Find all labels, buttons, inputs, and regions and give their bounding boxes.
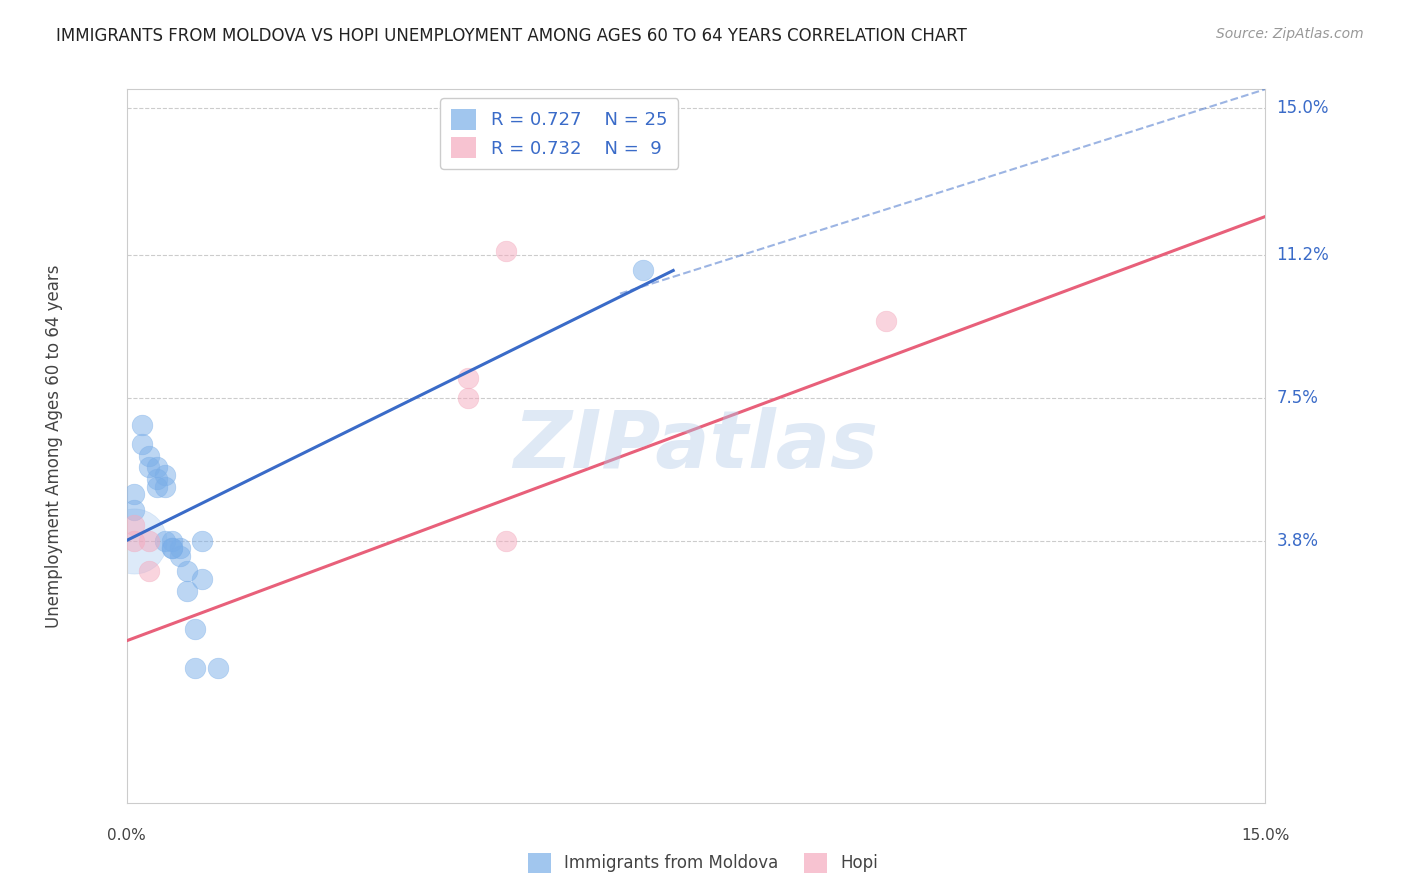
- Point: [191, 533, 214, 548]
- Legend: R = 0.727    N = 25, R = 0.732    N =  9: R = 0.727 N = 25, R = 0.732 N = 9: [440, 98, 678, 169]
- Text: 0.0%: 0.0%: [107, 828, 146, 843]
- Point: [176, 565, 198, 579]
- Point: [160, 533, 183, 548]
- Point: [495, 244, 517, 259]
- Point: [138, 565, 160, 579]
- Point: [160, 541, 183, 556]
- Point: [131, 417, 153, 432]
- Text: 3.8%: 3.8%: [1277, 532, 1319, 549]
- Point: [122, 487, 145, 501]
- Point: [146, 472, 169, 486]
- Point: [184, 622, 207, 636]
- Point: [146, 479, 169, 493]
- Point: [160, 541, 183, 556]
- Point: [631, 263, 654, 277]
- Text: 15.0%: 15.0%: [1277, 100, 1329, 118]
- Point: [122, 533, 145, 548]
- Point: [122, 533, 145, 548]
- Point: [131, 437, 153, 451]
- Point: [495, 533, 517, 548]
- Point: [122, 502, 145, 516]
- Point: [153, 467, 176, 482]
- Text: 7.5%: 7.5%: [1277, 389, 1319, 407]
- Point: [153, 533, 176, 548]
- Point: [207, 661, 229, 675]
- Text: 11.2%: 11.2%: [1277, 246, 1329, 264]
- Point: [457, 391, 479, 405]
- Point: [122, 518, 145, 533]
- Point: [457, 371, 479, 385]
- Point: [146, 460, 169, 475]
- Point: [138, 460, 160, 475]
- Point: [184, 661, 207, 675]
- Legend: Immigrants from Moldova, Hopi: Immigrants from Moldova, Hopi: [522, 847, 884, 880]
- Text: ZIPatlas: ZIPatlas: [513, 407, 879, 485]
- Point: [191, 572, 214, 586]
- Point: [138, 533, 160, 548]
- Text: IMMIGRANTS FROM MOLDOVA VS HOPI UNEMPLOYMENT AMONG AGES 60 TO 64 YEARS CORRELATI: IMMIGRANTS FROM MOLDOVA VS HOPI UNEMPLOY…: [56, 27, 967, 45]
- Text: 15.0%: 15.0%: [1241, 828, 1289, 843]
- Point: [138, 449, 160, 463]
- Point: [875, 313, 897, 327]
- Point: [176, 583, 198, 598]
- Point: [169, 549, 191, 563]
- Point: [169, 541, 191, 556]
- Text: Source: ZipAtlas.com: Source: ZipAtlas.com: [1216, 27, 1364, 41]
- Point: [153, 479, 176, 493]
- Text: Unemployment Among Ages 60 to 64 years: Unemployment Among Ages 60 to 64 years: [45, 264, 63, 628]
